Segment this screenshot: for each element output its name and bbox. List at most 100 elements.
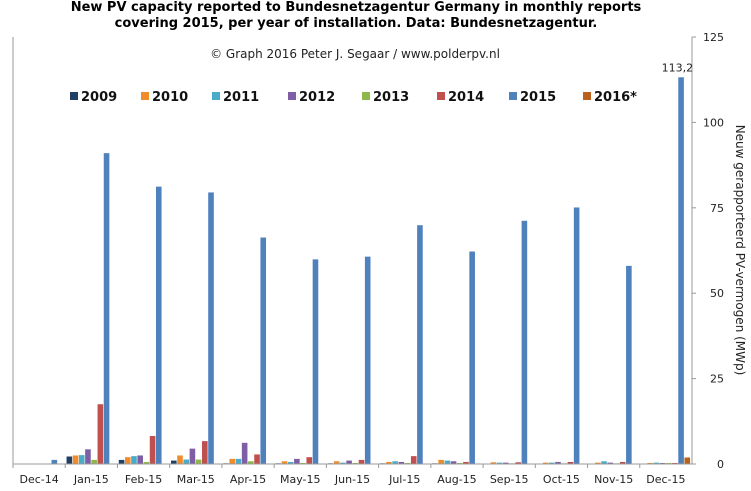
y-tick-label: 75 [710, 202, 724, 215]
x-tick-label: Oct-15 [543, 473, 580, 486]
legend-swatch [583, 92, 591, 100]
bar-2012-Jul-15 [398, 461, 405, 464]
bar-2013-Mar-15 [195, 459, 202, 464]
bar-2013-Dec-15 [665, 462, 672, 464]
legend-swatch [70, 92, 78, 100]
legend-swatch [141, 92, 149, 100]
bar-2012-Jan-15 [85, 449, 91, 464]
bar-2014-Jun-15 [358, 459, 365, 464]
legend-label: 2011 [223, 90, 259, 105]
bar-2011-Aug-15 [444, 460, 451, 464]
bar-2012-Sep-15 [502, 462, 509, 464]
bar-2014-Oct-15 [567, 461, 574, 464]
y-tick-label: 50 [710, 287, 724, 300]
bar-2010-Apr-15 [229, 458, 236, 464]
bar-2015-Mar-15 [208, 192, 214, 465]
bar-2010-Jul-15 [386, 461, 392, 464]
bar-2014-Aug-15 [463, 461, 469, 464]
bar-2015-May-15 [312, 259, 319, 464]
legend-label: 2009 [81, 90, 117, 105]
bar-2011-Sep-15 [496, 462, 503, 464]
bar-2010-Jun-15 [333, 461, 340, 464]
bar-2012-Feb-15 [137, 455, 143, 464]
legend-label: 2015 [520, 90, 556, 105]
bar-2010-Jan-15 [72, 455, 79, 464]
bar-2011-Nov-15 [601, 461, 607, 464]
legend-label: 2013 [373, 90, 409, 105]
legend-swatch [288, 92, 296, 100]
y-tick-label: 25 [710, 373, 724, 386]
bar-2015-Jan-15 [103, 153, 110, 465]
bar-2010-Aug-15 [438, 459, 444, 464]
bar-2015-Sep-15 [521, 220, 528, 464]
y-tick-label: 125 [703, 31, 724, 44]
bar-2015-Jul-15 [417, 225, 423, 464]
legend-swatch [509, 92, 517, 100]
chart-title: New PV capacity reported to Bundesnetzag… [0, 0, 712, 32]
x-tick-label: Feb-15 [125, 473, 162, 486]
bar-2013-Aug-15 [456, 462, 463, 464]
bar-2012-Oct-15 [555, 461, 561, 464]
bar-2015-Nov-15 [626, 265, 632, 464]
bar-2011-May-15 [287, 461, 294, 464]
bar-2011-Feb-15 [131, 456, 137, 464]
data-label-dec15: 113,2 [662, 61, 694, 74]
bar-2013-Jan-15 [91, 459, 97, 464]
bar-2014-Jan-15 [97, 404, 104, 464]
bar-2010-Mar-15 [177, 455, 183, 464]
bar-2012-May-15 [294, 458, 300, 464]
bar-2011-Jul-15 [392, 461, 398, 464]
legend-swatch [362, 92, 370, 100]
bar-2009-Mar-15 [171, 460, 177, 464]
bar-2012-Aug-15 [450, 461, 457, 464]
chart-credit: © Graph 2016 Peter J. Segaar / www.polde… [210, 47, 500, 61]
x-tick-label: May-15 [280, 473, 321, 486]
bar-2012-Jun-15 [346, 460, 352, 464]
legend-label: 2012 [299, 90, 335, 105]
chart-title-line2: covering 2015, per year of installation.… [114, 16, 598, 31]
chart-axes: 0 25 50 75 100 125 Dec-14 Jan-15 Feb-15 Mar-15 Apr… [12, 31, 724, 486]
bar-2014-Apr-15 [254, 454, 260, 464]
bar-2014-May-15 [306, 457, 313, 464]
bar-2010-Sep-15 [490, 462, 497, 464]
y-axis-label: Neuw gerapporteerd PV-vermogen (MWp) [733, 125, 747, 376]
bar-2011-Jan-15 [78, 455, 85, 464]
bar-2012-Apr-15 [241, 442, 248, 464]
x-tick-label: Mar-15 [177, 473, 215, 486]
bar-2013-Jul-15 [404, 462, 411, 464]
x-tick-label: Apr-15 [230, 473, 266, 486]
bar-2012-Dec-15 [659, 462, 666, 464]
bar-2010-Oct-15 [542, 462, 549, 464]
legend-label: 2010 [152, 90, 188, 105]
bar-2012-Nov-15 [607, 462, 614, 464]
chart-legend: 2009 2010 2011 2012 2013 2014 2015 2016* [70, 90, 637, 105]
bar-2011-Mar-15 [183, 459, 190, 464]
bar-2014-Jul-15 [410, 456, 417, 464]
bar-2010-May-15 [281, 461, 288, 464]
y-tick-label: 0 [717, 458, 724, 471]
x-tick-label: Sep-15 [490, 473, 529, 486]
y-tick-label: 100 [703, 116, 724, 129]
bar-2015-Feb-15 [155, 186, 162, 465]
bar-2011-Apr-15 [235, 458, 242, 464]
bar-2011-Jun-15 [340, 462, 346, 464]
x-tick-label: Aug-15 [437, 473, 476, 486]
bar-2010-Dec-15 [647, 462, 653, 464]
bar-2013-May-15 [300, 462, 306, 464]
bar-2015-Oct-15 [573, 207, 580, 464]
bar-2013-Jun-15 [352, 462, 359, 464]
chart-bars [51, 77, 691, 465]
chart-title-line1: New PV capacity reported to Bundesnetzag… [70, 0, 642, 15]
bar-2014-Dec-15 [672, 462, 678, 464]
x-tick-label: Jan-15 [73, 473, 109, 486]
bar-2010-Nov-15 [595, 462, 601, 464]
bar-2014-Mar-15 [202, 441, 208, 464]
bar-2014-Sep-15 [515, 462, 521, 464]
bar-2013-Apr-15 [248, 461, 254, 464]
bar-2014-Feb-15 [149, 435, 156, 464]
x-tick-label: Dec-14 [19, 473, 58, 486]
bar-2011-Dec-15 [653, 462, 660, 464]
bar-2009-Jan-15 [66, 456, 73, 464]
bar-2013-Feb-15 [143, 461, 150, 464]
